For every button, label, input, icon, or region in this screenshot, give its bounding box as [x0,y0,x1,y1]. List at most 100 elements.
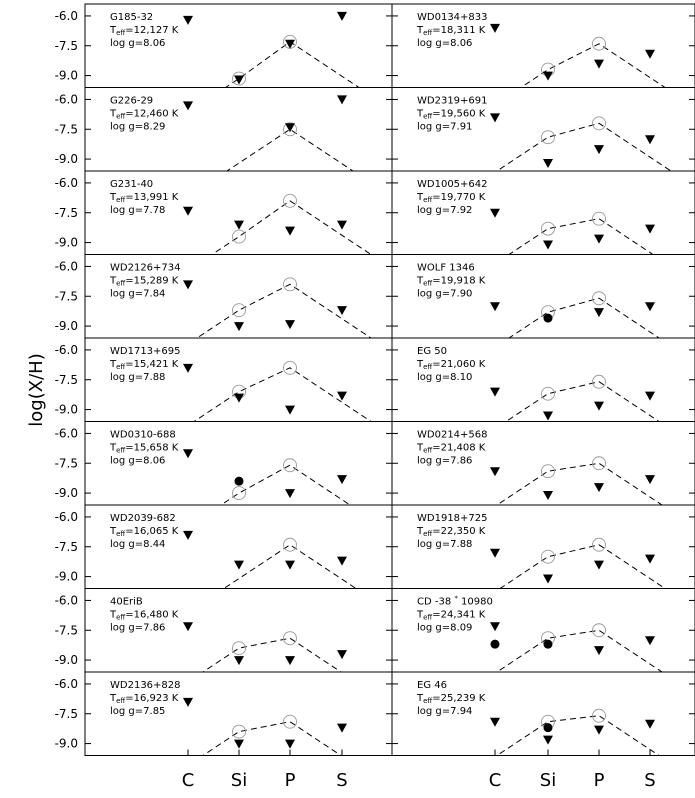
panel-teff: Teff=15,658 K [109,443,179,455]
model-line [223,544,357,589]
teff-subscript: eff [116,196,125,204]
panel-teff: Teff=22,350 K [416,526,486,538]
upper-limit-point [234,560,244,570]
upper-limit-point [337,475,347,485]
y-tick-label: -9.0 [55,236,78,250]
teff-subscript: eff [423,280,432,288]
teff-subscript: eff [116,530,125,538]
teff-subscript: eff [116,113,125,121]
upper-limit-point [337,556,347,566]
model-point [541,130,555,145]
panel-logg: log g=7.86 [110,623,165,634]
teff-subscript: eff [423,363,432,371]
panel-logg: log g=7.92 [417,205,472,216]
panel-logg: log g=7.91 [417,122,472,133]
upper-limit-point [490,467,500,477]
panel-teff: Teff=19,918 K [416,276,486,288]
model-point [541,464,555,479]
teff-symbol: T [109,25,117,36]
upper-limit-point [490,208,500,218]
upper-limit-point [645,135,655,145]
x-tick-label-left-s: S [336,770,347,791]
y-tick-label: -9.0 [55,403,78,417]
panel-star-name: EG 50 [417,346,447,357]
teff-value: =16,480 K [125,610,179,621]
x-tick-label-left-p: P [285,770,296,791]
upper-limit-point [543,159,553,169]
upper-limit-point [234,322,244,332]
panel-star-name: G231-40 [110,179,153,190]
teff-value: =12,127 K [125,25,179,36]
upper-limit-point [490,302,500,312]
upper-limit-point [490,23,500,33]
y-tick-label: -7.5 [55,289,78,303]
y-tick-label: -7.5 [55,206,78,220]
upper-limit-point [490,622,500,632]
teff-value: =12,460 K [125,109,179,120]
panel-logg: log g=7.84 [110,289,165,300]
teff-value: =22,350 K [432,526,486,537]
teff-symbol: T [416,610,424,621]
teff-value: =15,421 K [125,359,179,370]
upper-limit-point [594,145,604,155]
panel-star-name: WD0214+568 [417,430,488,441]
teff-subscript: eff [423,447,432,455]
y-tick-label: -6.0 [55,593,78,607]
detection-point [543,313,553,323]
model-line [499,544,666,589]
y-tick-label: -7.5 [55,456,78,470]
teff-value: =13,991 K [125,192,179,203]
teff-value: =16,923 K [125,693,179,704]
model-line [520,43,666,88]
panel-teff: Teff=21,408 K [416,443,486,455]
model-line [220,464,351,505]
upper-limit-point [183,530,193,540]
teff-subscript: eff [116,614,125,622]
panel-teff: Teff=24,341 K [416,610,486,622]
upper-limit-point [285,656,295,666]
panel-logg: log g=8.10 [417,372,472,383]
teff-value: =19,770 K [432,192,486,203]
teff-symbol: T [416,693,424,704]
y-tick-label: -6.0 [55,510,78,524]
model-point [283,714,297,729]
panel-star-name: EG 46 [417,680,447,691]
panel-star-name: WD2319+691 [417,96,488,107]
upper-limit-point [594,646,604,656]
y-tick-label: -7.5 [55,122,78,136]
star-name-part: CD -38 [417,597,454,608]
panel-logg: log g=8.06 [110,38,165,49]
teff-subscript: eff [116,447,125,455]
teff-subscript: eff [423,29,432,37]
teff-symbol: T [109,359,117,370]
model-point [592,374,606,389]
model-line [202,637,342,672]
teff-symbol: T [109,109,117,120]
model-point [592,623,606,638]
teff-subscript: eff [116,29,125,37]
panel-star-name: CD -38 * 10980 [417,595,493,608]
y-tick-label: -9.0 [55,152,78,166]
panel-logg: log g=7.86 [417,456,472,467]
y-axis-label: log(X/H) [26,353,47,426]
teff-symbol: T [416,359,424,370]
x-tick-label-right-p: P [594,770,605,791]
model-line [496,122,672,171]
upper-limit-point [594,560,604,570]
upper-limit-point [645,224,655,234]
teff-subscript: eff [116,280,125,288]
upper-limit-point [594,234,604,244]
panel-logg: log g=8.09 [417,623,472,634]
panel-star-name: WD1918+725 [417,513,488,524]
teff-symbol: T [109,693,117,704]
detection-point [543,639,553,649]
x-tick-label-right-c: C [489,770,502,791]
